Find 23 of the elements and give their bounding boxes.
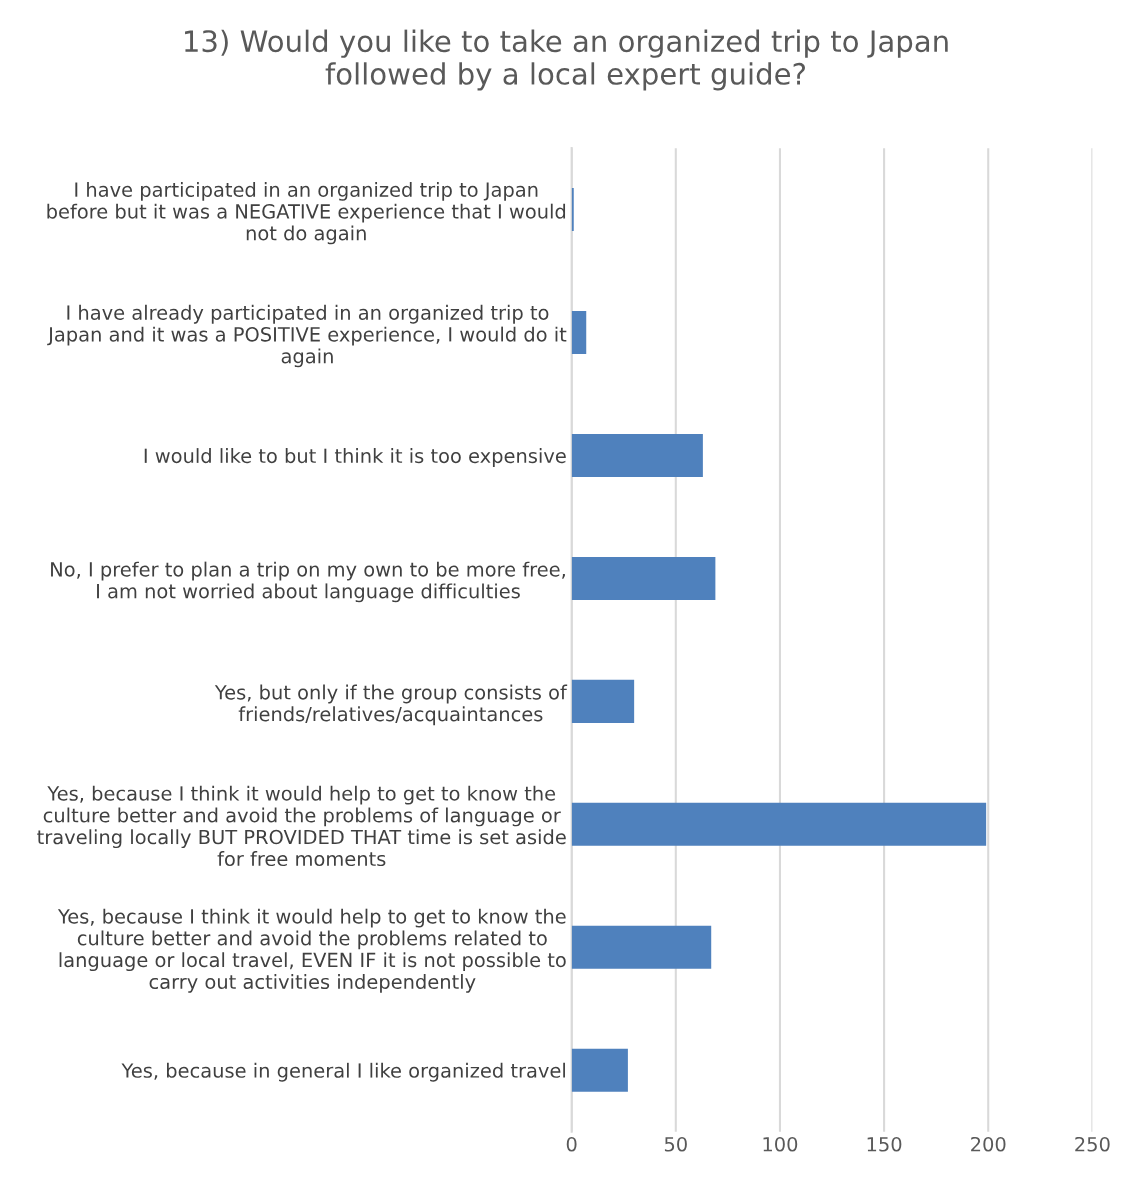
chart-title: 13) Would you like to take an organized trip to Japan followed by a local expert guide? [185,29,948,91]
bar [571,433,703,477]
y-tick-label: Yes, but only if the group consists of friends/relatives/acquaintances [214,684,568,726]
y-tick-label: No, I prefer to plan a trip on my own to be more free, I am not worried about language difficulties [51,561,565,603]
bar [571,679,635,723]
bar [571,311,587,355]
y-tick-label: Yes, because in general I like organized travel [121,1062,565,1082]
x-tick-label: 0 [566,1136,577,1152]
y-tick-label: I have participated in an organized trip to Japan before but it was a NEGATIVE experience that I would not do again [47,181,566,245]
bar [571,556,716,600]
x-tick-label: 200 [971,1136,1006,1152]
bar [571,1048,628,1092]
x-tick-label: 100 [763,1136,798,1152]
bar [571,925,712,969]
x-tick-label: 250 [1075,1136,1110,1152]
bar [571,188,574,232]
x-tick-label: 150 [867,1136,902,1152]
y-tick-label: Yes, because I think it would help to get to know the culture better and avoid the problems of language or traveling locally BUT PROVIDED THAT time is set aside for free moments [37,785,566,867]
y-tick-label: I have already participated in an organized trip to Japan and it was a POSITIVE experience, I would do it again [47,304,567,368]
x-tick-label: 50 [664,1136,687,1152]
bar [571,802,987,846]
y-tick-label: Yes, because I think it would help to get to know the culture better and avoid the problems related to language or local travel, EVEN IF it is not possible to carry out activities independently [57,908,566,993]
y-tick-label: I would like to but I think it is too expensive [144,448,566,467]
